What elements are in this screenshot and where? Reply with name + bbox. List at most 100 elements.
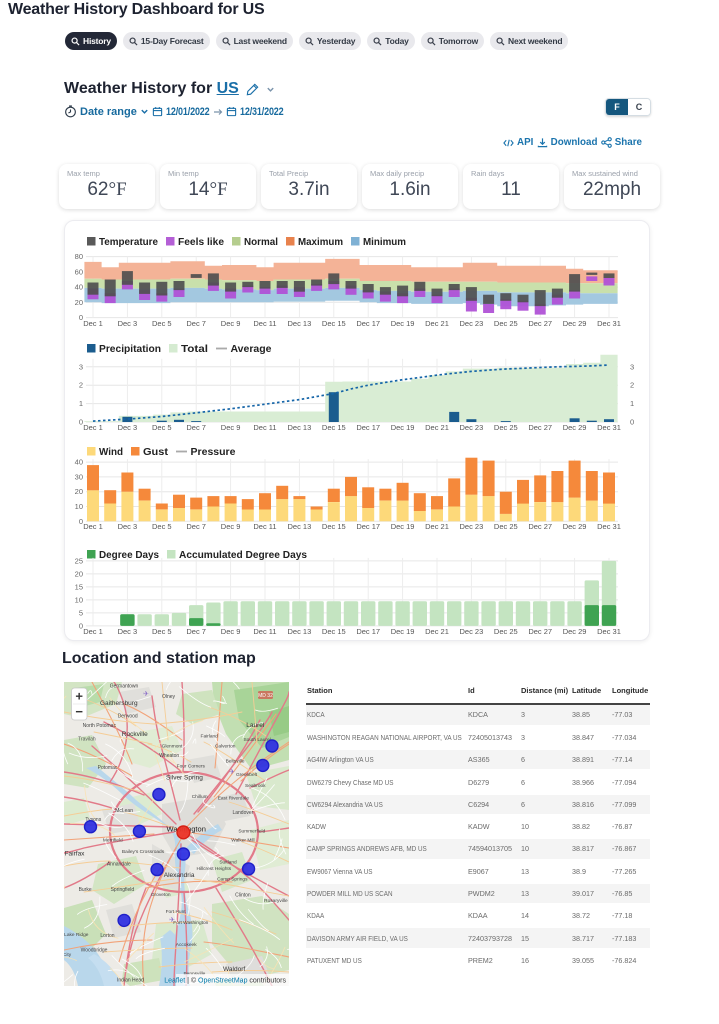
svg-text:Travilah: Travilah <box>78 736 96 742</box>
svg-text:2: 2 <box>630 381 634 390</box>
svg-text:Dec 23: Dec 23 <box>460 423 484 432</box>
svg-text:1: 1 <box>79 399 83 408</box>
svg-text:Maximum: Maximum <box>298 237 343 248</box>
svg-text:Dec 19: Dec 19 <box>391 319 415 328</box>
svg-text:Annandale: Annandale <box>107 861 131 867</box>
svg-text:Derwood: Derwood <box>118 713 138 719</box>
svg-text:25: 25 <box>75 556 83 565</box>
svg-text:South Laurel: South Laurel <box>243 737 270 743</box>
svg-text:Minimum: Minimum <box>363 237 406 248</box>
svg-text:Dec 25: Dec 25 <box>494 522 518 531</box>
svg-text:Dec 3: Dec 3 <box>118 423 138 432</box>
svg-text:Dec 7: Dec 7 <box>186 319 206 328</box>
svg-text:Dec 11: Dec 11 <box>253 319 276 328</box>
svg-text:Gust: Gust <box>143 447 169 458</box>
svg-text:Dec 31: Dec 31 <box>597 423 621 432</box>
svg-text:MD 32: MD 32 <box>258 693 273 699</box>
svg-text:Dec 19: Dec 19 <box>391 522 415 531</box>
svg-text:Dec 3: Dec 3 <box>118 522 138 531</box>
svg-text:McLean: McLean <box>115 808 133 814</box>
svg-text:40: 40 <box>75 283 83 292</box>
svg-text:Dec 5: Dec 5 <box>152 319 172 328</box>
svg-text:Suitland: Suitland <box>219 860 237 866</box>
svg-text:Leaflet | © OpenStreetMap cont: Leaflet | © OpenStreetMap contributors <box>164 977 286 985</box>
svg-text:Temperature: Temperature <box>99 237 158 248</box>
svg-text:Dec 29: Dec 29 <box>563 423 587 432</box>
svg-text:Alexandria: Alexandria <box>164 872 195 879</box>
svg-text:Rockville: Rockville <box>122 731 148 738</box>
svg-text:Germantown: Germantown <box>110 684 139 690</box>
svg-text:10: 10 <box>75 595 83 604</box>
svg-text:20: 20 <box>75 569 83 578</box>
svg-text:Silver Spring: Silver Spring <box>166 774 203 781</box>
svg-text:Dec 29: Dec 29 <box>563 627 587 636</box>
svg-text:Dec 15: Dec 15 <box>322 423 346 432</box>
svg-text:15: 15 <box>75 582 83 591</box>
svg-text:0: 0 <box>79 621 83 630</box>
svg-text:Dec 19: Dec 19 <box>391 423 415 432</box>
svg-text:30: 30 <box>75 472 83 481</box>
svg-text:60: 60 <box>75 267 83 276</box>
svg-text:Dec 17: Dec 17 <box>356 423 380 432</box>
svg-text:Merrifield: Merrifield <box>103 838 123 844</box>
svg-text:Four Corners: Four Corners <box>177 764 206 770</box>
svg-text:10: 10 <box>75 502 83 511</box>
svg-text:Dec 27: Dec 27 <box>528 423 552 432</box>
svg-text:Dec 3: Dec 3 <box>118 319 138 328</box>
svg-text:Fort Washington: Fort Washington <box>173 920 208 926</box>
svg-text:Dec 23: Dec 23 <box>460 522 484 531</box>
svg-text:Dec 9: Dec 9 <box>221 627 241 636</box>
svg-text:Hillcrest Heights: Hillcrest Heights <box>196 866 231 872</box>
svg-text:Lake Ridge: Lake Ridge <box>64 932 89 938</box>
svg-text:Dec 1: Dec 1 <box>83 423 103 432</box>
svg-text:Dec 11: Dec 11 <box>253 423 276 432</box>
svg-text:Dec 1: Dec 1 <box>83 627 103 636</box>
svg-text:Dec 13: Dec 13 <box>288 423 312 432</box>
svg-text:Dec 23: Dec 23 <box>460 319 484 328</box>
svg-text:Fort Hunt: Fort Hunt <box>166 909 187 915</box>
svg-text:Dec 31: Dec 31 <box>597 627 621 636</box>
svg-text:Indian Head: Indian Head <box>117 978 144 984</box>
svg-text:Dec 21: Dec 21 <box>425 627 449 636</box>
svg-text:Dec 5: Dec 5 <box>152 522 172 531</box>
svg-text:Tysons: Tysons <box>85 817 101 823</box>
svg-text:0: 0 <box>79 517 83 526</box>
svg-text:0: 0 <box>630 418 634 427</box>
svg-text:80: 80 <box>75 252 83 261</box>
svg-text:East Riverdale: East Riverdale <box>218 796 250 802</box>
svg-text:Feels like: Feels like <box>178 237 224 248</box>
svg-text:2: 2 <box>79 381 83 390</box>
svg-text:Dec 17: Dec 17 <box>356 627 380 636</box>
svg-text:3: 3 <box>630 362 634 371</box>
svg-text:Dec 27: Dec 27 <box>528 319 552 328</box>
svg-text:Dec 27: Dec 27 <box>528 522 552 531</box>
svg-text:Dec 13: Dec 13 <box>288 319 312 328</box>
svg-text:Dec 25: Dec 25 <box>494 319 518 328</box>
svg-text:Accokeek: Accokeek <box>176 942 197 948</box>
svg-text:Springfield: Springfield <box>111 887 135 893</box>
svg-text:Landover: Landover <box>232 810 253 816</box>
svg-text:Dec 13: Dec 13 <box>288 627 312 636</box>
svg-text:Calverton: Calverton <box>215 744 236 750</box>
svg-text:Average: Average <box>231 344 272 355</box>
svg-text:Dec 21: Dec 21 <box>425 522 449 531</box>
svg-text:Greenbelt: Greenbelt <box>236 772 258 778</box>
svg-text:Dec 31: Dec 31 <box>597 319 621 328</box>
svg-text:✈: ✈ <box>169 917 175 924</box>
svg-text:Degree Days: Degree Days <box>99 550 159 561</box>
svg-text:Potomac: Potomac <box>98 765 118 771</box>
svg-text:Dec 29: Dec 29 <box>563 319 587 328</box>
svg-text:Dec 27: Dec 27 <box>528 627 552 636</box>
svg-text:Laurel: Laurel <box>246 722 265 729</box>
svg-text:Woodbridge: Woodbridge <box>81 947 108 953</box>
svg-text:Dec 1: Dec 1 <box>83 522 103 531</box>
svg-text:Wind: Wind <box>99 447 123 458</box>
svg-text:Glenmont: Glenmont <box>162 744 183 750</box>
svg-text:Dec 21: Dec 21 <box>425 319 449 328</box>
svg-text:Dec 15: Dec 15 <box>322 319 346 328</box>
svg-text:Chillum: Chillum <box>192 794 208 800</box>
svg-text:Pressure: Pressure <box>191 447 236 458</box>
svg-text:Dec 15: Dec 15 <box>322 627 346 636</box>
svg-text:0: 0 <box>79 418 83 427</box>
svg-text:Dec 1: Dec 1 <box>83 319 103 328</box>
